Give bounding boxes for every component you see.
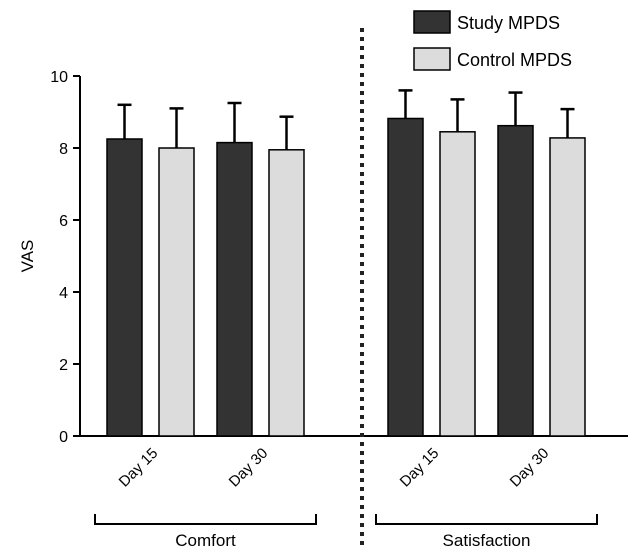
bar-control [549,137,586,437]
bar-control [268,149,305,437]
group-bracket [375,514,598,525]
legend-swatch [413,10,451,34]
legend-swatch [413,47,451,71]
legend: Study MPDS Control MPDS [413,10,572,71]
group-label: Comfort [175,531,236,549]
bar-study [497,124,534,437]
y-tick-label: 6 [59,213,68,230]
group-bracket [94,514,317,525]
x-category-label: Day 30 [226,445,272,491]
bar-study [387,117,424,437]
bars [106,89,586,437]
y-axis-label: VAS [18,240,37,273]
bar-study [106,138,143,437]
y-tick-label: 0 [59,429,68,446]
x-category-label: Day 15 [116,445,162,491]
group-label: Satisfaction [443,531,531,549]
bar-control [439,131,476,437]
y-tick-label: 4 [59,285,68,302]
y-tick-label: 10 [50,69,68,86]
y-tick-label: 8 [59,141,68,158]
legend-label: Study MPDS [457,13,560,33]
x-category-label: Day 15 [397,445,443,491]
x-category-label: Day 30 [507,445,553,491]
bar-control [158,147,195,437]
y-tick-label: 2 [59,357,68,374]
legend-label: Control MPDS [457,50,572,70]
bar-study [216,141,253,437]
labels: Day 15 Day 30 Comfort Day 15 Day 30 Satisfact… [94,445,598,549]
